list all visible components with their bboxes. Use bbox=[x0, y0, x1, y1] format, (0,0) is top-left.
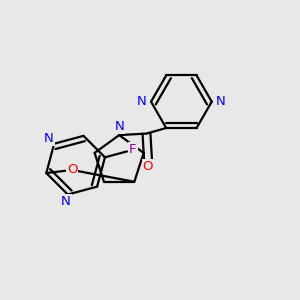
Text: N: N bbox=[44, 132, 54, 145]
Text: O: O bbox=[67, 164, 77, 176]
Text: F: F bbox=[129, 143, 136, 156]
Text: N: N bbox=[137, 95, 147, 108]
Text: O: O bbox=[143, 160, 153, 173]
Text: N: N bbox=[114, 120, 124, 133]
Text: N: N bbox=[61, 195, 71, 208]
Text: N: N bbox=[216, 95, 226, 108]
